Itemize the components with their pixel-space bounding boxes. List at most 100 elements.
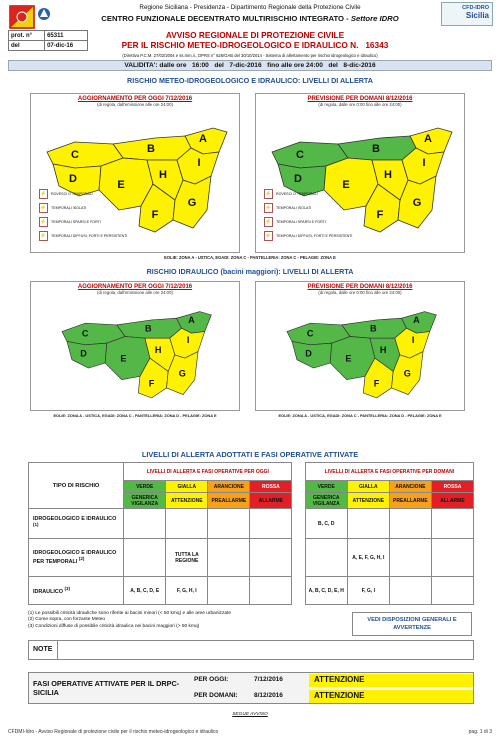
cell: A, E, F, G, H, I: [346, 538, 390, 577]
zone-label-g: G: [179, 368, 186, 378]
zone-label-f: F: [377, 209, 384, 221]
zone-label-f: F: [149, 378, 155, 388]
cell: [388, 538, 432, 577]
today-header: LIVELLI DI ALLERTA E FASI OPERATIVE PER …: [123, 462, 293, 481]
row-label: IDROGEOLOGICO E IDRAULICO (1): [27, 508, 125, 539]
zone-label-c: C: [307, 329, 314, 339]
date-value: 07-dic-16: [44, 40, 88, 51]
zone-label-b: B: [147, 143, 155, 155]
color-orange: ARANCIONE: [388, 480, 432, 493]
notes-list: (1) Le possibili criticità idrauliche so…: [28, 611, 358, 630]
cell: [249, 576, 293, 605]
phase-alarm: ALLARME: [430, 492, 475, 509]
panel-heading: PREVISIONE PER DOMANI 8/12/2016: [307, 96, 413, 102]
color-red: ROSSA: [430, 480, 475, 493]
panel-heading: AGGIORNAMENTO PER OGGI 7/12/2016: [77, 96, 193, 102]
cell: [304, 538, 348, 577]
color-yellow: GIALLA: [346, 480, 390, 493]
directive-ref: (Direttiva P.C.M. 27/02/2004 e ss.mm.ii.…: [122, 53, 378, 58]
cell: [430, 508, 475, 539]
zone-label-g: G: [404, 368, 411, 378]
zone-label-a: A: [199, 133, 207, 145]
storm-icon: ⚡: [264, 231, 273, 241]
legend-item: ⚡ ROVESCI O TEMPORALI: [264, 189, 318, 199]
cell: [346, 508, 390, 539]
zone-label-c: C: [82, 329, 89, 339]
zone-label-h: H: [159, 169, 167, 181]
sicily-map-hydraulic-today: A B CD E F G H I: [61, 311, 212, 399]
phase-attention: ATTENZIONE: [346, 492, 390, 509]
legend-item: ⚡ TEMPORALI SPARSI E FORTI: [264, 217, 326, 227]
zone-h: [144, 337, 176, 372]
zone-label-i: I: [412, 335, 415, 345]
zone-h: [146, 159, 184, 201]
date-label: del: [7, 40, 46, 51]
storm-icon: ⚡: [264, 203, 273, 213]
zone-label-e: E: [342, 179, 349, 191]
sicily-map-meteo-today: A B CD E F G H I: [46, 127, 228, 233]
levels-title: LIVELLI DI ALLERTA ADOTTATI E FASI OPERA…: [141, 450, 359, 459]
phases-today-label: PER OGGI:: [194, 676, 229, 683]
note-item: (3) Condizioni diffuse di possibile crit…: [28, 623, 200, 629]
map-panel-meteo-today: AGGIORNAMENTO PER OGGI 7/12/2016 (di reg…: [30, 93, 240, 253]
zone-i: [176, 147, 220, 185]
cell: TUTTA LA REGIONE: [165, 538, 209, 577]
table-row: IDRAULICO (3) A, B, C, D, E F, G, H, I A,…: [27, 576, 475, 605]
dispositions-button[interactable]: VEDI DISPOSIZIONI GENERALI E AVVERTENZE: [352, 612, 472, 636]
cell: F, G, H, I: [165, 576, 209, 605]
panel-subheading: (di regola, dall'emissione alle ore 24:0…: [97, 102, 173, 107]
zone-label-e: E: [345, 353, 351, 363]
phases-tomorrow-value: ATTENZIONE: [309, 690, 473, 703]
row-label: IDRAULICO (3): [27, 576, 125, 605]
panel-subheading: (di regola, dalle ore 0:00 fino alle ore…: [318, 102, 402, 107]
panel-heading: PREVISIONE PER DOMANI 8/12/2016: [307, 284, 413, 290]
spacer: [291, 462, 306, 605]
document-title: AVVISO REGIONALE DI PROTEZIONE CIVILE PE…: [121, 30, 389, 50]
panel-subheading: (di regola, dalle ore 0:00 fino alle ore…: [318, 290, 402, 295]
phases-tomorrow-label: PER DOMANI:: [194, 692, 238, 699]
zone-label-c: C: [296, 149, 304, 161]
zone-label-a: A: [188, 315, 195, 325]
phase-pre-alarm: PREALLARME: [207, 492, 251, 509]
sicily-map-hydraulic-tomorrow: A B CD E F G H I: [286, 311, 437, 399]
cell: [207, 538, 251, 577]
storm-legend: ⚡ ROVESCI O TEMPORALI ⚡ TEMPORALI ISOLATI …: [264, 187, 352, 243]
legend-item: ⚡ TEMPORALI DIFFUSI, FORTI E PERSISTENTI: [39, 231, 128, 241]
zone-label-f: F: [152, 209, 159, 221]
segue-avviso: SEGUE AVVISO: [232, 712, 268, 717]
cell: [249, 508, 293, 539]
zone-label-d: D: [69, 173, 77, 185]
map-panel-meteo-tomorrow: PREVISIONE PER DOMANI 8/12/2016 (di rego…: [255, 93, 465, 253]
phases-box: FASI OPERATIVE ATTIVATE PER IL DRPC-SICI…: [28, 672, 474, 704]
zone-h: [371, 159, 409, 201]
phase-alarm: ALLARME: [249, 492, 293, 509]
table-row: IDROGEOLOGICO E IDRAULICO PER TEMPORALI …: [27, 538, 475, 577]
legend-item: ⚡ TEMPORALI ISOLATI: [39, 203, 87, 213]
zones-note: EOLIE: ZONA A - USTICA, EGADI: ZONA C - …: [164, 255, 336, 260]
zone-label-d: D: [80, 348, 87, 358]
protocol-box: prot. n° 65311 del 07-dic-16: [7, 30, 88, 51]
note-item: (1) Le possibili criticità idrauliche so…: [28, 611, 232, 616]
storm-icon: ⚡: [39, 203, 48, 213]
zone-label-h: H: [384, 169, 392, 181]
cell: A, B, C, D, E, H: [304, 576, 348, 605]
panel-subheading: (di regola, dall'emissione alle ore 24:0…: [97, 290, 173, 295]
storm-icon: ⚡: [39, 231, 48, 241]
sicily-map-meteo-tomorrow: A B CD E F G H I: [271, 127, 453, 233]
centre-name: CENTRO FUNZIONALE DECENTRATO MULTIRISCHI…: [101, 14, 399, 23]
zone-label-e: E: [120, 353, 126, 363]
storm-icon: ⚡: [39, 217, 48, 227]
row-label: IDROGEOLOGICO E IDRAULICO PER TEMPORALI …: [27, 538, 125, 577]
zone-label-h: H: [155, 345, 162, 355]
legend-item: ⚡ TEMPORALI SPARSI E FORTI: [39, 217, 101, 227]
zone-label-d: D: [305, 348, 312, 358]
zone-label-g: G: [413, 197, 422, 209]
storm-icon: ⚡: [264, 217, 273, 227]
color-red: ROSSA: [249, 480, 293, 493]
phases-today-value: ATTENZIONE: [309, 674, 473, 687]
cell: F, G, I: [346, 576, 390, 605]
color-green: VERDE: [123, 480, 167, 493]
phase-generic: GENERICA VIGILANZA: [304, 492, 348, 509]
institution-name: Regione Siciliana - Presidenza - Diparti…: [139, 4, 361, 11]
cell: [123, 508, 167, 539]
